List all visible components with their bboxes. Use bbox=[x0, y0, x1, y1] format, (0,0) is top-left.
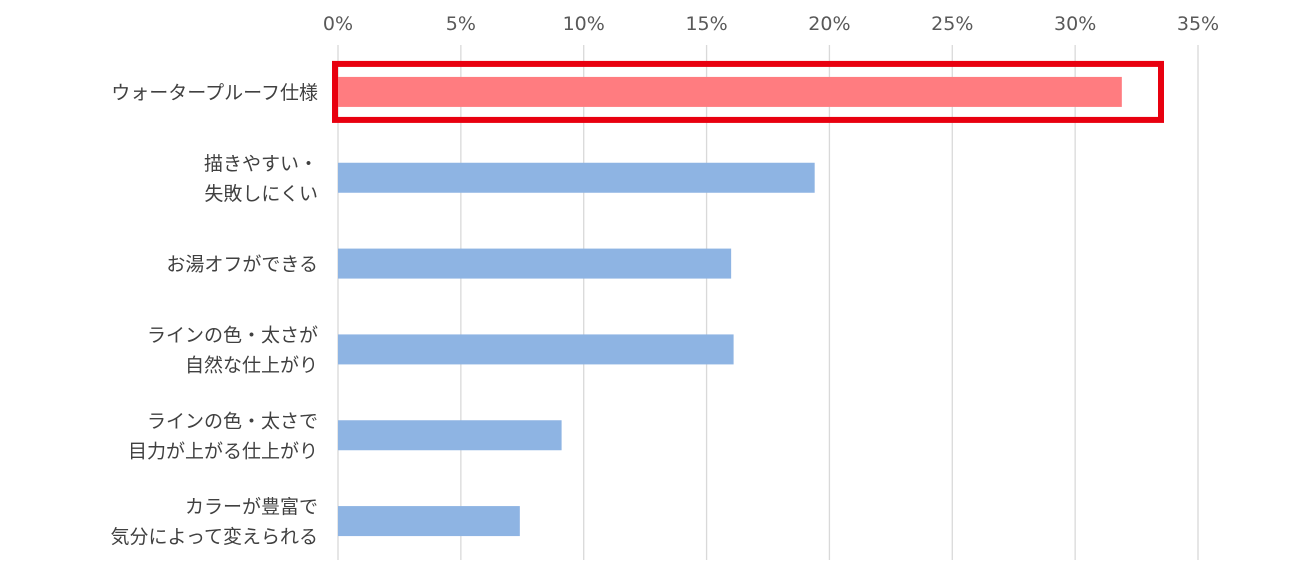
category-label: 自然な仕上がり bbox=[185, 354, 318, 376]
x-axis-tick-labels: 0% 5% 10% 15% 20% 25% 30% 35% bbox=[323, 13, 1219, 35]
highlight-box-group bbox=[332, 60, 1164, 123]
category-label: ウォータープルーフ仕様 bbox=[111, 82, 318, 104]
bars bbox=[338, 76, 1122, 537]
bar bbox=[338, 334, 734, 365]
bar bbox=[338, 506, 520, 537]
x-tick-label: 15% bbox=[685, 13, 727, 35]
category-label: 描きやすい・ bbox=[204, 153, 318, 175]
highlight-box bbox=[332, 60, 1164, 123]
category-label: 失敗しにくい bbox=[204, 183, 318, 205]
category-label: ラインの色・太さで bbox=[147, 410, 318, 432]
x-tick-label: 0% bbox=[323, 13, 353, 35]
bar bbox=[338, 248, 732, 279]
category-label: 目力が上がる仕上がり bbox=[128, 440, 318, 462]
category-labels: ウォータープルーフ仕様描きやすい・失敗しにくいお湯オフができるラインの色・太さが… bbox=[111, 82, 318, 548]
bar bbox=[338, 420, 562, 451]
category-label: カラーが豊富で bbox=[185, 496, 318, 518]
category-label: お湯オフができる bbox=[166, 254, 318, 276]
x-tick-label: 35% bbox=[1177, 13, 1219, 35]
category-label: 気分によって変えられる bbox=[111, 526, 318, 548]
gridlines bbox=[337, 45, 1199, 560]
x-tick-label: 5% bbox=[446, 13, 476, 35]
x-tick-label: 10% bbox=[563, 13, 605, 35]
x-tick-label: 25% bbox=[931, 13, 973, 35]
x-tick-label: 20% bbox=[808, 13, 850, 35]
bar bbox=[338, 76, 1122, 107]
x-tick-label: 30% bbox=[1054, 13, 1096, 35]
bar bbox=[338, 162, 815, 193]
category-label: ラインの色・太さが bbox=[147, 324, 318, 346]
